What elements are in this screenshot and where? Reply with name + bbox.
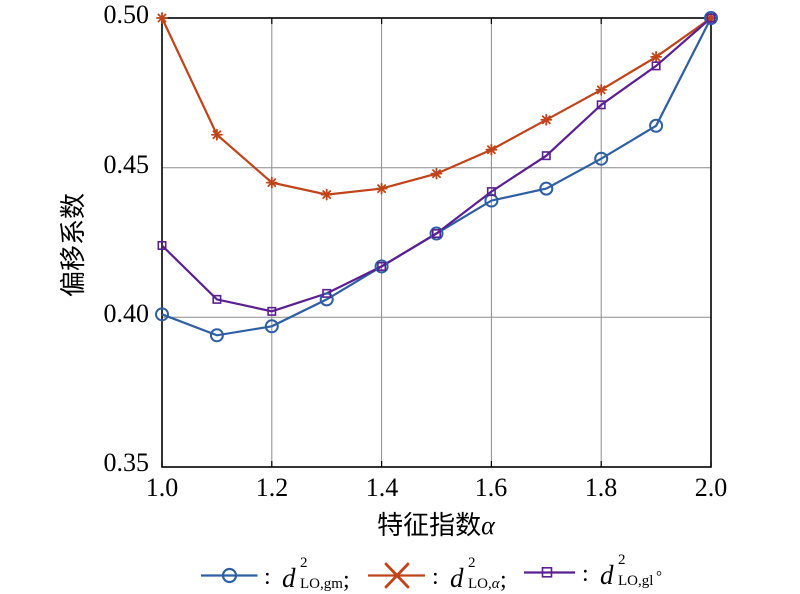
svg-text:LO,α: LO,α [468,576,501,592]
svg-text:;: ; [500,567,507,593]
svg-text::: : [432,564,439,590]
svg-text:d: d [600,560,614,590]
svg-text:2: 2 [468,555,476,571]
svg-text:d: d [282,563,296,593]
svg-text:;: ; [343,567,350,593]
svg-text:d: d [450,563,464,593]
svg-text:LO,gl: LO,gl [618,573,653,589]
svg-text::: : [264,564,271,590]
svg-text:2: 2 [618,552,626,568]
svg-text:°: ° [656,569,662,585]
svg-text::: : [582,561,589,587]
svg-text:LO,gm: LO,gm [300,576,343,592]
svg-text:2: 2 [300,555,308,571]
